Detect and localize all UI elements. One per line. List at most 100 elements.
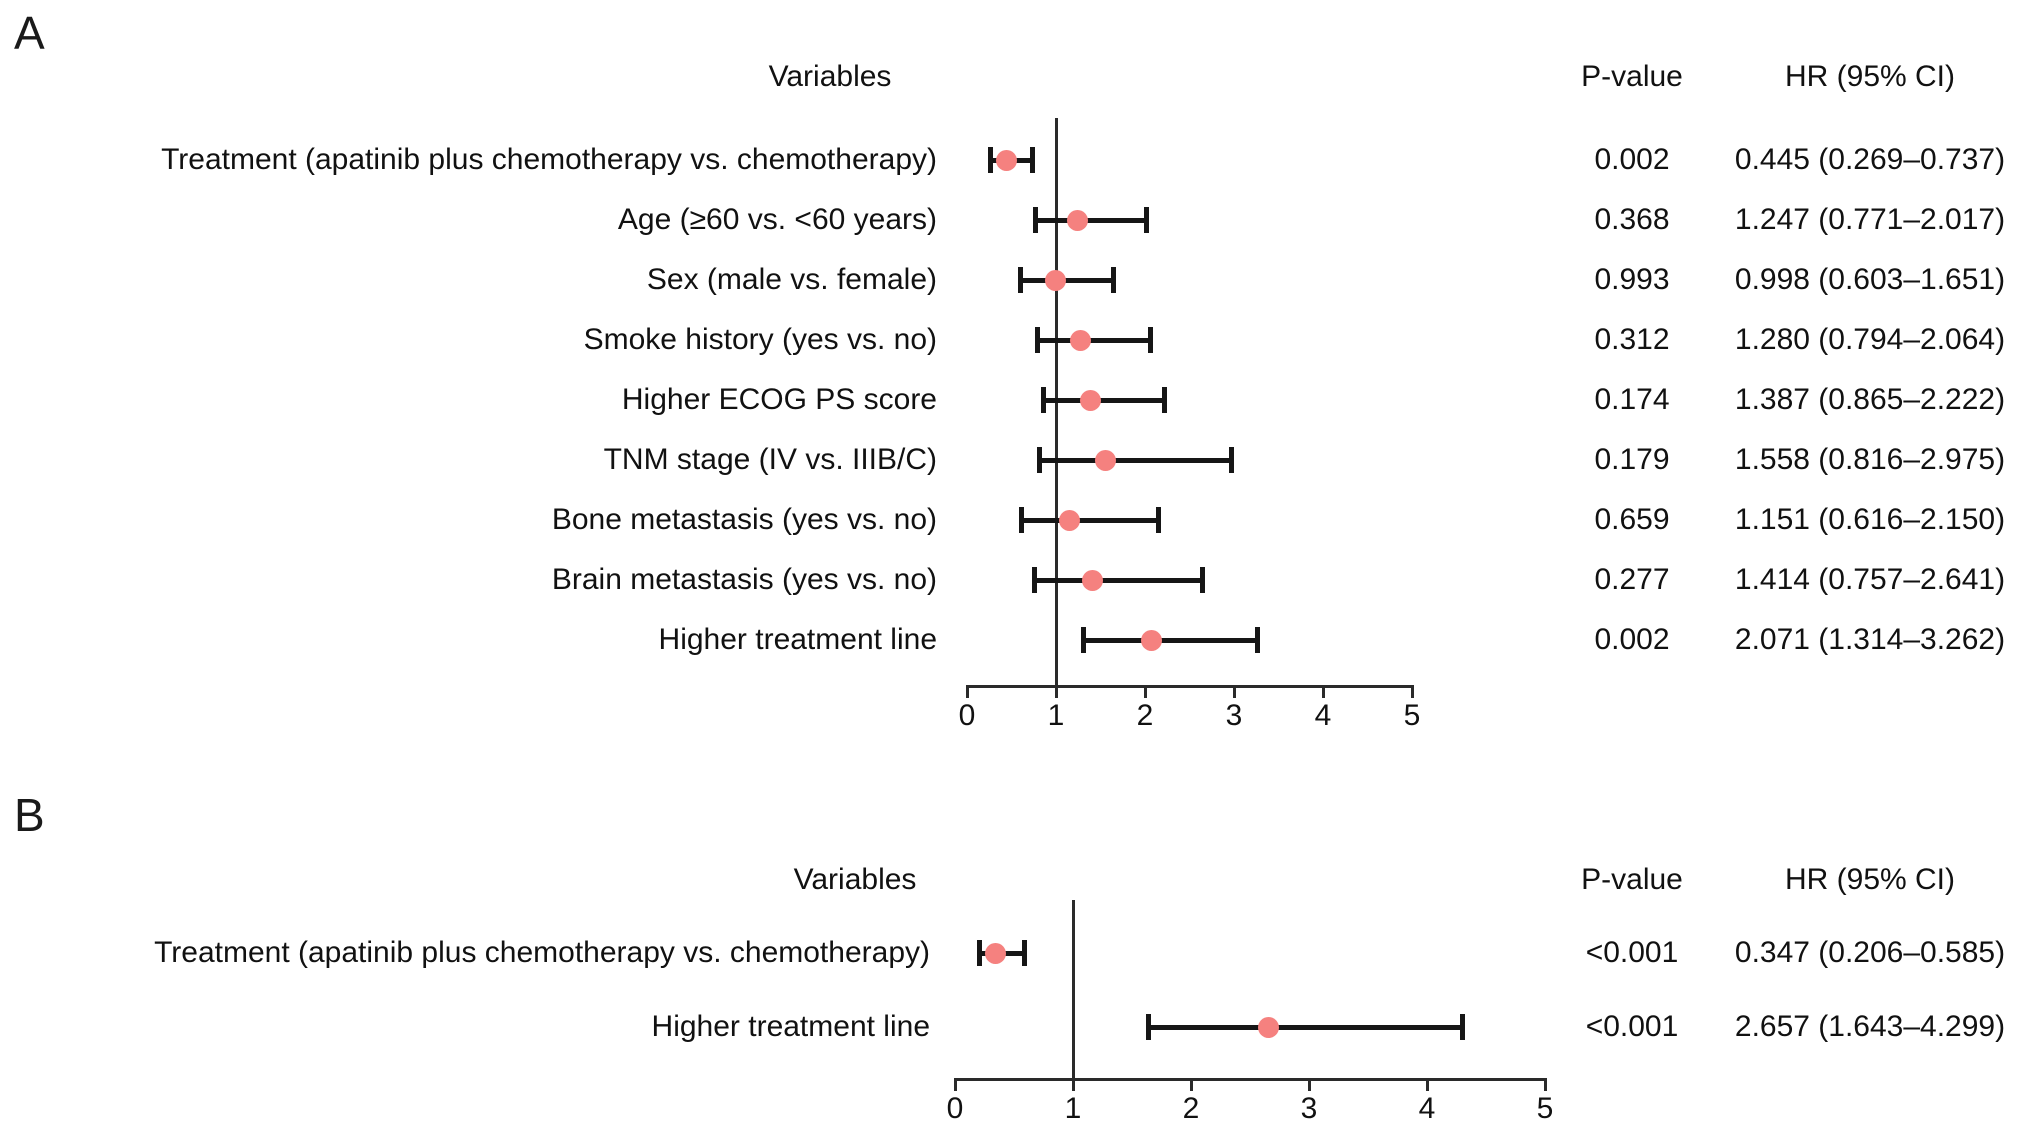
row-label: Brain metastasis (yes vs. no) <box>551 563 937 596</box>
hr-ci-value: 0.445 (0.269–0.737) <box>1734 143 2006 176</box>
ci-cap-low <box>1033 207 1039 233</box>
p-value: 0.993 <box>1594 263 1670 296</box>
x-axis-tick-label: 2 <box>1182 1092 1200 1125</box>
ci-cap-low <box>1037 447 1043 473</box>
x-axis-tick-label: 2 <box>1136 699 1154 732</box>
hr-ci-value: 1.387 (0.865–2.222) <box>1734 383 2006 416</box>
x-axis-tick <box>1307 1078 1311 1091</box>
ci-bar <box>1148 1024 1463 1030</box>
ci-cap-high <box>1229 447 1235 473</box>
panel-b-letter: B <box>14 789 45 841</box>
hr-ci-value: 0.998 (0.603–1.651) <box>1734 263 2006 296</box>
ci-bar <box>1083 637 1258 643</box>
row-label: Treatment (apatinib plus chemotherapy vs… <box>161 143 937 176</box>
x-axis-tick-label: 0 <box>946 1092 964 1125</box>
ci-cap-high <box>1111 267 1117 293</box>
x-axis-tick <box>1410 685 1414 698</box>
hr-marker <box>1079 389 1101 411</box>
row-label: Higher treatment line <box>651 1010 930 1043</box>
x-axis-tick <box>1321 685 1325 698</box>
hr-ci-value: 2.071 (1.314–3.262) <box>1734 623 2006 656</box>
x-axis-tick <box>1071 1078 1075 1091</box>
hr-ci-column-header: HR (95% CI) <box>1784 60 1956 93</box>
p-value: 0.174 <box>1594 383 1670 416</box>
hr-ci-value: 0.347 (0.206–0.585) <box>1734 936 2006 969</box>
hr-ci-value: 1.558 (0.816–2.975) <box>1734 443 2006 476</box>
p-value: 0.659 <box>1594 503 1670 536</box>
ci-cap-high <box>1199 567 1205 593</box>
row-label: Higher ECOG PS score <box>621 383 937 416</box>
ci-bar <box>1037 337 1151 343</box>
ci-cap-high <box>1459 1014 1465 1040</box>
hr-marker <box>1140 629 1162 651</box>
ci-bar <box>1035 217 1147 223</box>
ci-cap-low <box>1041 387 1047 413</box>
ci-cap-high <box>1254 627 1260 653</box>
x-axis-tick-label: 3 <box>1300 1092 1318 1125</box>
p-value: 0.002 <box>1594 623 1670 656</box>
ci-cap-high <box>1162 387 1168 413</box>
x-axis-tick <box>1143 685 1147 698</box>
p-value: 0.312 <box>1594 323 1670 356</box>
row-label: TNM stage (IV vs. IIIB/C) <box>603 443 937 476</box>
ci-bar <box>1020 277 1114 283</box>
ci-cap-low <box>1146 1014 1152 1040</box>
x-axis-tick-label: 3 <box>1225 699 1243 732</box>
row-label: Bone metastasis (yes vs. no) <box>551 503 937 536</box>
variables-column-header: Variables <box>768 60 892 93</box>
row-label: Smoke history (yes vs. no) <box>583 323 937 356</box>
x-axis-tick <box>1232 685 1236 698</box>
x-axis-tick-label: 0 <box>958 699 976 732</box>
ci-cap-high <box>1148 327 1154 353</box>
ci-bar <box>1021 517 1159 523</box>
x-axis-tick-label: 1 <box>1047 699 1065 732</box>
ci-cap-low <box>988 147 994 173</box>
hr-ci-value: 1.414 (0.757–2.641) <box>1734 563 2006 596</box>
hr-ci-value: 1.151 (0.616–2.150) <box>1734 503 2006 536</box>
hr-marker <box>1095 449 1117 471</box>
hr-marker <box>1258 1016 1280 1038</box>
ci-cap-low <box>1018 267 1024 293</box>
x-axis-tick <box>965 685 969 698</box>
p-value: 0.002 <box>1594 143 1670 176</box>
p-value: 0.179 <box>1594 443 1670 476</box>
ci-cap-low <box>976 940 982 966</box>
ci-cap-high <box>1155 507 1161 533</box>
x-axis-tick-label: 5 <box>1403 699 1421 732</box>
hr-ci-value: 1.280 (0.794–2.064) <box>1734 323 2006 356</box>
x-axis-tick <box>1543 1078 1547 1091</box>
p-value-column-header: P-value <box>1581 863 1683 896</box>
hr-marker <box>985 942 1007 964</box>
ci-bar <box>1043 397 1165 403</box>
x-axis-tick <box>1054 685 1058 698</box>
hr-marker <box>1070 329 1092 351</box>
hr-marker <box>1045 269 1067 291</box>
hr-ci-column-header: HR (95% CI) <box>1784 863 1956 896</box>
ci-cap-low <box>1035 327 1041 353</box>
x-axis-line <box>967 685 1412 688</box>
x-axis-tick-label: 4 <box>1418 1092 1436 1125</box>
hr-marker <box>1082 569 1104 591</box>
x-axis-tick <box>1189 1078 1193 1091</box>
hr-ci-value: 1.247 (0.771–2.017) <box>1734 203 2006 236</box>
panel-a-letter: A <box>14 7 45 59</box>
reference-line <box>1071 900 1075 1078</box>
p-value: <0.001 <box>1585 936 1679 969</box>
hr-marker <box>996 149 1018 171</box>
ci-cap-low <box>1081 627 1087 653</box>
p-value: 0.277 <box>1594 563 1670 596</box>
x-axis-tick <box>1425 1078 1429 1091</box>
x-axis-tick-label: 4 <box>1314 699 1332 732</box>
p-value: <0.001 <box>1585 1010 1679 1043</box>
row-label: Treatment (apatinib plus chemotherapy vs… <box>154 936 930 969</box>
ci-bar <box>1039 457 1232 463</box>
x-axis-line <box>955 1078 1545 1081</box>
x-axis-tick-label: 5 <box>1536 1092 1554 1125</box>
x-axis-tick <box>953 1078 957 1091</box>
row-label: Age (≥60 vs. <60 years) <box>617 203 937 236</box>
hr-marker <box>1067 209 1089 231</box>
x-axis-tick-label: 1 <box>1064 1092 1082 1125</box>
ci-cap-high <box>1144 207 1149 233</box>
ci-bar <box>1034 577 1203 583</box>
